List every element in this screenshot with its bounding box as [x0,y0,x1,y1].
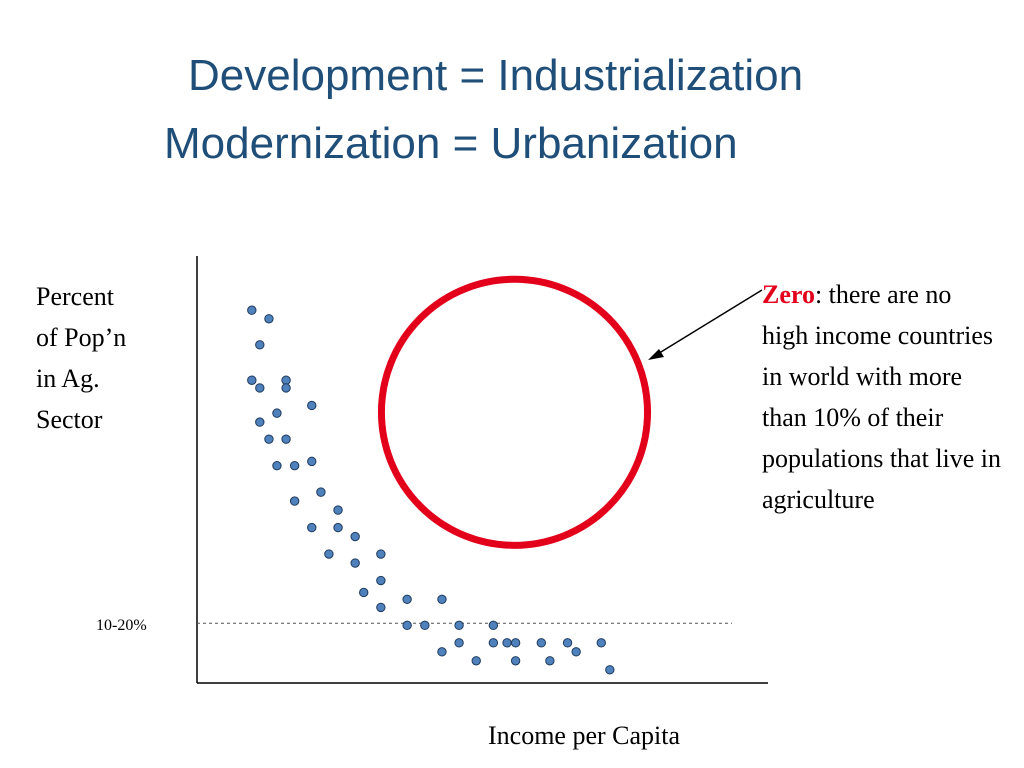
data-point [255,340,265,350]
data-point [596,638,606,648]
data-point [264,314,274,324]
data-point [272,408,282,418]
data-point [376,549,386,559]
y-axis-label-line: in Ag. [36,364,100,393]
data-point [545,656,555,666]
data-point [307,400,317,411]
annotation-arrow [655,289,763,356]
data-point [454,638,464,648]
data-point [281,375,291,385]
data-point [333,505,343,515]
data-point [272,460,282,471]
data-point [562,638,573,648]
title-line-2: Modernization = Urbanization [164,119,738,168]
y-axis-label-line: Percent [36,282,114,311]
data-point [289,496,300,506]
data-point [471,656,481,666]
data-point [536,638,547,648]
data-point [333,522,343,533]
y-axis-label: Percent of Pop’n in Ag. Sector [36,276,186,440]
data-point [488,638,499,648]
data-point [437,594,447,605]
y-axis-label-line: of Pop’n [36,323,127,352]
data-point [350,531,360,542]
annotation-body: : there are no high income countries in … [762,280,1002,514]
data-point [571,647,581,657]
data-point [402,594,412,605]
data-point [437,647,447,657]
data-point [307,522,317,533]
data-point [307,456,317,467]
data-point [359,587,369,598]
data-points [247,305,615,675]
data-point [255,383,265,393]
data-point [502,638,512,648]
annotation-arrowhead [648,349,664,360]
data-point [488,620,499,631]
data-point [289,460,300,471]
data-point [316,487,326,497]
data-point [264,434,274,444]
data-point [510,638,521,648]
data-point [510,656,521,666]
data-point [605,665,615,675]
annotation-text: Zero: there are no high income countries… [762,274,1002,520]
data-point [255,417,265,427]
data-point [402,620,412,631]
data-point [247,305,257,315]
data-point [376,575,386,586]
data-point [281,434,291,444]
y-axis-label-line: Sector [36,405,103,434]
data-point [324,549,334,559]
highlight-circle [377,275,652,549]
data-point [376,602,386,613]
reference-line-label: 10-20% [96,617,147,634]
x-axis-label: Income per Capita [488,721,681,750]
data-point [281,383,291,393]
data-point [454,620,464,631]
title-line-1: Development = Industrialization [188,51,804,100]
data-point [247,375,257,385]
data-point [420,620,430,631]
annotation-highlight: Zero [762,280,815,309]
data-point [350,558,360,568]
